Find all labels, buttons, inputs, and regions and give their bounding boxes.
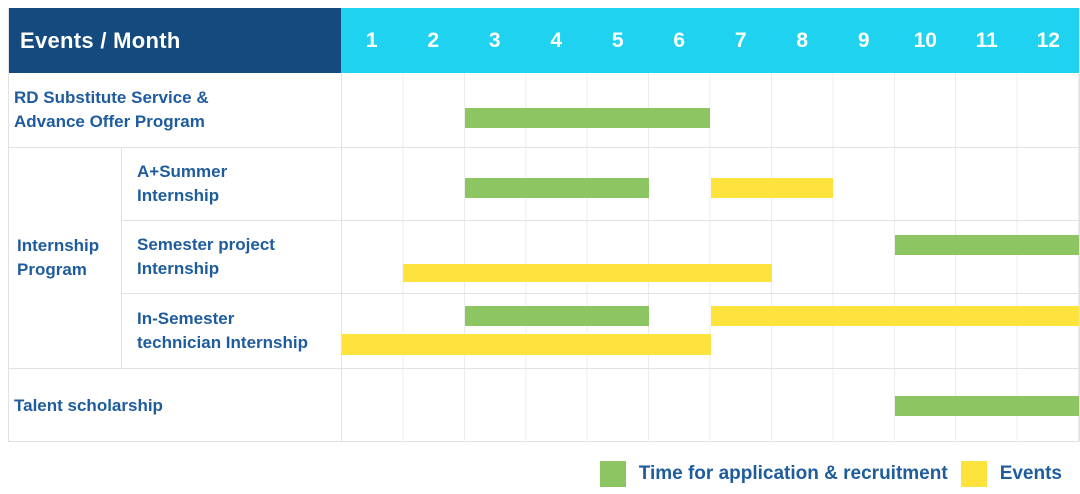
legend-label-application-recruitment: Time for application & recruitment (638, 463, 948, 484)
row-label-line: Internship (137, 185, 220, 205)
month-header-cell: 10 (913, 28, 937, 52)
month-header-cell: 6 (673, 28, 686, 52)
month-header-cell: 7 (734, 28, 747, 52)
month-header-cell: 2 (427, 28, 440, 52)
row-label: RD Substitute Service & Advance Offer Pr… (9, 73, 341, 147)
events-swatch-icon (960, 461, 987, 487)
events-month-table: Events / Month 1 2 3 4 5 6 7 8 9 10 11 1… (8, 8, 1080, 442)
row-in-semester-technician-internship: In-Semester technician Internship (121, 293, 1079, 368)
row-label-line: A+Summer (137, 161, 228, 181)
row-label-line: In-Semester (137, 309, 235, 329)
row-timeline (341, 294, 1079, 368)
internship-program-subrows: A+Summer Internship Semester project Int… (121, 148, 1079, 368)
row-label: In-Semester technician Internship (121, 294, 341, 368)
month-header-cell: 5 (611, 28, 624, 52)
group-cell-internship-program: Internship Program (9, 148, 121, 368)
application-recruitment-bar (464, 108, 711, 128)
row-label-line: Semester project (137, 235, 275, 254)
row-label-line: RD Substitute Service & (14, 88, 209, 107)
row-label-line: Talent scholarship (14, 395, 163, 415)
events-bar (710, 306, 1079, 327)
table-header-row: Events / Month 1 2 3 4 5 6 7 8 9 10 11 1… (9, 8, 1079, 73)
month-header-cell: 4 (550, 28, 563, 52)
month-header-cell: 12 (1036, 28, 1060, 52)
row-label: Semester project Internship (121, 220, 341, 294)
row-label-line: Internship (137, 259, 220, 278)
row-label-line: technician Internship (137, 333, 308, 353)
row-label: Talent scholarship (9, 369, 341, 442)
month-header-cell: 8 (796, 28, 809, 52)
row-talent-scholarship: Talent scholarship (9, 368, 1079, 442)
events-month-corner-cell: Events / Month (9, 8, 341, 73)
group-label-line: Program (17, 260, 87, 279)
row-rd-substitute-program: RD Substitute Service & Advance Offer Pr… (9, 73, 1079, 147)
row-semester-project-internship: Semester project Internship (121, 219, 1079, 294)
application-recruitment-bar (464, 178, 650, 198)
events-bar (403, 263, 772, 282)
row-timeline (341, 369, 1079, 442)
month-header-cell: 11 (975, 28, 998, 52)
row-timeline (341, 73, 1079, 147)
legend-label-events: Events (999, 463, 1062, 484)
internship-program-group: Internship Program A+Summer Internship (9, 147, 1079, 368)
events-bar (710, 178, 834, 198)
row-label-line: Advance Offer Program (14, 112, 205, 131)
month-header-cell: 3 (488, 28, 501, 52)
table-title: Events / Month (20, 27, 181, 53)
application-recruitment-bar (464, 306, 650, 327)
events-bar (342, 334, 711, 356)
month-header-strip: 1 2 3 4 5 6 7 8 9 10 11 12 (341, 8, 1079, 73)
application-recruitment-swatch-icon (599, 461, 626, 487)
month-header-cell: 1 (365, 28, 378, 52)
row-timeline (341, 148, 1079, 220)
application-recruitment-bar (894, 396, 1079, 416)
legend: Time for application & recruitment Event… (599, 461, 1062, 487)
row-label: A+Summer Internship (121, 148, 341, 220)
row-a-plus-summer-internship: A+Summer Internship (121, 148, 1079, 220)
month-header-cell: 9 (857, 28, 870, 52)
group-label-line: Internship (17, 236, 100, 255)
application-recruitment-bar (894, 234, 1079, 255)
row-timeline (341, 220, 1079, 294)
